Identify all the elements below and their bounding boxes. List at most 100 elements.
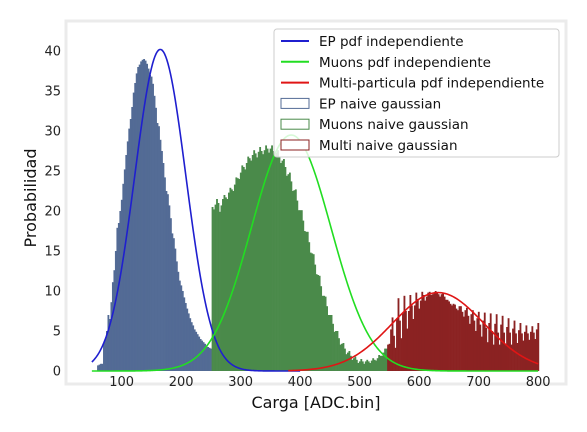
ep-hist-bar bbox=[98, 364, 101, 371]
y-tick-label: 10 bbox=[44, 285, 61, 300]
muons-hist-bar bbox=[278, 156, 281, 371]
ep-hist-bar bbox=[169, 218, 172, 371]
multi-hist-bar bbox=[523, 331, 526, 371]
multi-hist-bar bbox=[425, 296, 428, 371]
ep-hist-bar bbox=[103, 343, 105, 371]
multi-hist-bar bbox=[449, 303, 452, 371]
multi-hist-bar bbox=[492, 344, 495, 371]
multi-hist-bar bbox=[460, 306, 462, 371]
muons-hist-bar bbox=[349, 355, 352, 371]
muons-hist-bar bbox=[256, 157, 259, 371]
x-axis-label: Carga [ADC.bin] bbox=[251, 393, 380, 412]
muons-hist-bar bbox=[306, 231, 309, 371]
legend-patch-swatch bbox=[280, 139, 310, 151]
muons-hist-bar bbox=[373, 359, 376, 371]
ep-hist-bar bbox=[108, 319, 111, 371]
muons-hist-bar bbox=[232, 191, 235, 371]
muons-hist-bar bbox=[384, 348, 387, 371]
ep-hist-bar bbox=[110, 302, 113, 371]
muons-hist-bar bbox=[376, 358, 379, 371]
multi-hist-bar bbox=[476, 318, 479, 371]
muons-hist-bar bbox=[285, 175, 288, 371]
muons-hist-bar bbox=[284, 167, 287, 371]
muons-hist-bar bbox=[230, 189, 233, 371]
ep-hist-bar bbox=[165, 191, 168, 371]
muons-hist-bar bbox=[229, 187, 232, 371]
muons-hist-bar bbox=[300, 210, 303, 371]
legend-patch-swatch bbox=[280, 97, 310, 109]
multi-hist-bar bbox=[503, 332, 506, 371]
multi-hist-bar bbox=[535, 329, 538, 371]
x-axis-ticks: 100 200 300 400 500 600 700 800 bbox=[109, 375, 550, 390]
muons-hist-bar bbox=[335, 331, 337, 371]
multi-pdf-line bbox=[288, 291, 539, 372]
ep-hist-bar bbox=[137, 67, 140, 371]
muons-hist-bar bbox=[361, 361, 364, 371]
muons-hist-bar bbox=[248, 158, 251, 371]
y-tick-label: 30 bbox=[44, 125, 61, 140]
ep-hist-bar bbox=[178, 280, 181, 371]
legend-label: EP pdf independiente bbox=[319, 34, 464, 50]
ep-hist-bar bbox=[144, 60, 147, 371]
multi-hist-bar bbox=[532, 332, 535, 371]
ep-hist-bar bbox=[195, 331, 198, 371]
ep-hist-bar bbox=[187, 313, 190, 371]
muons-hist-bar bbox=[280, 163, 282, 371]
muons-hist-bar bbox=[330, 315, 333, 371]
multi-hist-bar bbox=[477, 311, 480, 371]
ep-hist-bar bbox=[101, 363, 104, 371]
muons-hist-bar bbox=[314, 264, 317, 371]
ep-hist-bar bbox=[134, 83, 137, 371]
ep-hist-bar bbox=[114, 251, 117, 371]
muons-hist-bar bbox=[385, 348, 388, 371]
multi-hist-bar bbox=[500, 324, 503, 371]
multi-hist-bar bbox=[483, 312, 486, 371]
muons-hist-bar bbox=[238, 179, 241, 371]
multi-hist-bar bbox=[529, 331, 532, 371]
multi-hist-bar bbox=[400, 338, 403, 371]
muons-hist-bar bbox=[381, 355, 384, 371]
muons-hist-bar bbox=[311, 253, 314, 371]
ep-hist-bar bbox=[210, 348, 212, 371]
multi-hist-bar bbox=[507, 318, 510, 371]
muons-hist-bar bbox=[287, 174, 290, 371]
muons-hist-bar bbox=[303, 231, 306, 371]
muons-hist-bar bbox=[213, 209, 215, 371]
ep-hist-bar bbox=[153, 95, 156, 372]
ep-hist-bar bbox=[104, 339, 107, 371]
multi-hist-bar bbox=[412, 319, 415, 371]
muons-hist-bar bbox=[364, 361, 367, 371]
ep-hist-bar bbox=[119, 211, 122, 371]
multi-hist-bar bbox=[413, 305, 416, 371]
multi-hist-bar bbox=[404, 311, 407, 371]
muons-hist-bar bbox=[355, 359, 358, 371]
muons-hist-bar bbox=[235, 177, 238, 371]
muons-hist-bar bbox=[357, 363, 360, 371]
y-tick-label: 25 bbox=[44, 165, 61, 180]
multi-hist-bar bbox=[479, 324, 482, 371]
ep-hist-bar bbox=[162, 163, 165, 371]
ep-hist-bar bbox=[186, 308, 189, 371]
muons-hist-bar bbox=[220, 205, 223, 371]
multi-hist-bar bbox=[399, 320, 401, 371]
y-tick-label: 40 bbox=[44, 45, 61, 60]
multi-hist-bar bbox=[471, 310, 474, 371]
muons-hist-bar bbox=[211, 207, 214, 371]
muons-hist-bar bbox=[241, 165, 244, 371]
ep-hist-bar bbox=[175, 261, 178, 371]
ep-hist-bar bbox=[190, 322, 193, 371]
multi-hist-bar bbox=[498, 344, 501, 371]
x-tick-label: 800 bbox=[526, 375, 551, 390]
muons-hist-bar bbox=[227, 192, 230, 371]
muons-hist-bar bbox=[308, 242, 311, 371]
ep-hist-bar bbox=[147, 68, 150, 371]
x-tick-label: 200 bbox=[169, 375, 194, 390]
muons-hist-bar bbox=[351, 359, 354, 371]
muons-hist-bar bbox=[309, 252, 312, 371]
muons-hist-bar bbox=[367, 361, 370, 371]
muons-hist-bar bbox=[317, 275, 320, 371]
multi-hist-bar bbox=[436, 292, 439, 371]
ep-hist-bar bbox=[204, 343, 207, 371]
multi-hist-bar bbox=[446, 299, 449, 371]
ep-hist-bar bbox=[205, 345, 208, 371]
